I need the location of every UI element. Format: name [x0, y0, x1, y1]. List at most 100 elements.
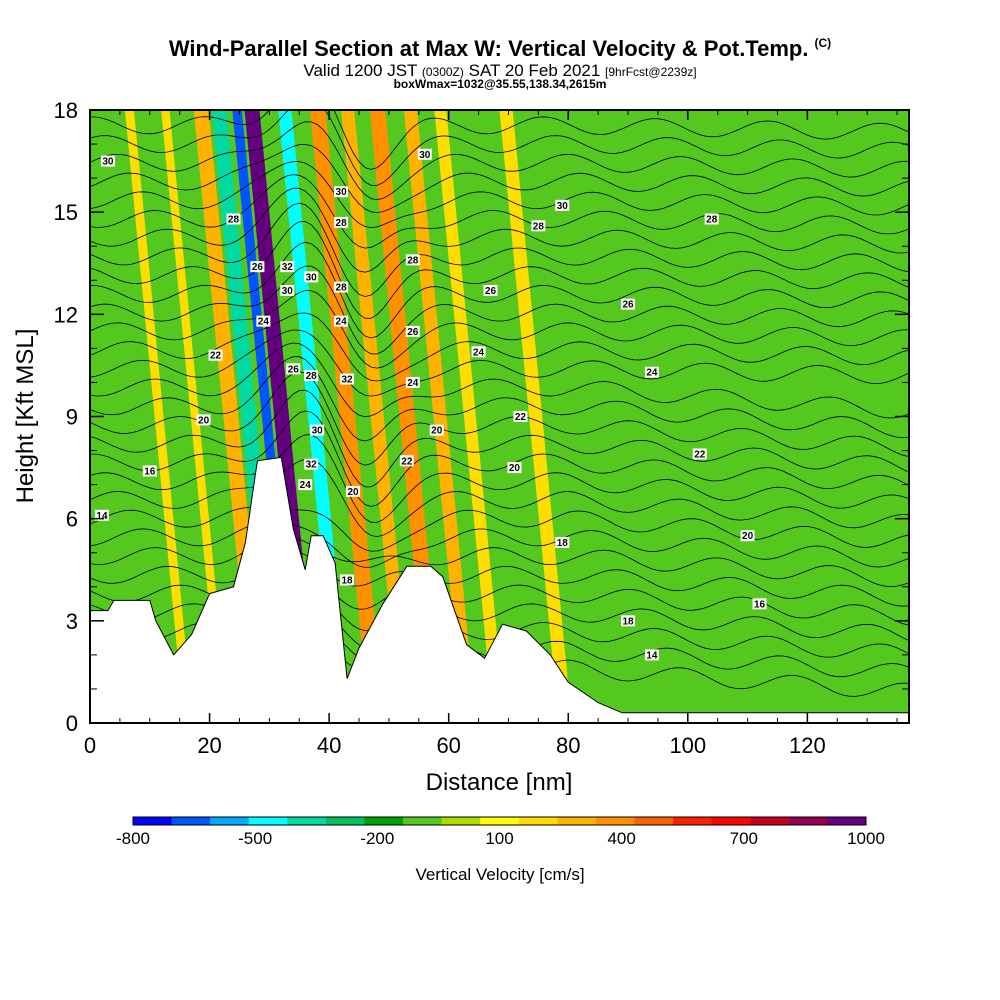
isentrope-26 — [90, 143, 909, 214]
colorbar-swatch-5 — [325, 817, 365, 825]
isentrope-label-22: 18 — [340, 574, 355, 586]
isentrope-label-bg — [513, 411, 528, 422]
isentrope-label-37: 26 — [621, 298, 636, 311]
plot-area: 30 28 26 24 22 20 16 14 32 30 30 30 28 28 24 26 28 32 30 32… — [90, 110, 909, 723]
isentrope-label-text: 20 — [347, 487, 359, 498]
isentrope-label-20: 24 — [298, 479, 313, 491]
colorbar-swatch-7 — [403, 817, 442, 825]
isentrope-6 — [90, 535, 909, 588]
isentrope-label-bg — [100, 155, 115, 167]
isentrope-29 — [90, 110, 909, 170]
y-tick-label: 12 — [54, 302, 78, 327]
y-tick-label: 3 — [66, 609, 78, 634]
isentrope-label-bg — [226, 213, 241, 225]
isentrope-label-18: 30 — [310, 424, 325, 437]
terrain-mask — [90, 456, 909, 723]
isentrope-label-bg — [621, 615, 636, 627]
isentrope-label-6: 16 — [142, 465, 157, 477]
isentrope-label-text: 26 — [288, 364, 300, 375]
isentrope-label-text: 14 — [96, 511, 108, 522]
isentrope-18 — [90, 290, 909, 369]
isentrope-label-bg — [740, 530, 755, 542]
isentrope-label-bg — [250, 261, 265, 273]
isentrope-label-1: 28 — [226, 213, 241, 225]
isentrope-label-19: 32 — [304, 458, 319, 471]
isentrope-label-text: 24 — [473, 347, 485, 358]
isentrope-label-text: 32 — [282, 262, 294, 273]
isentrope-label-33: 28 — [531, 220, 546, 232]
isentrope-label-text: 18 — [622, 616, 634, 627]
colorbar-swatch-10 — [518, 817, 558, 825]
isentrope-label-25: 26 — [405, 325, 420, 338]
isentrope-label-27: 20 — [429, 424, 444, 437]
isentrope-15 — [90, 342, 909, 419]
isentrope-label-bg — [334, 216, 349, 228]
isentrope-label-30: 24 — [471, 346, 486, 358]
isentrope-5 — [90, 550, 909, 607]
isentrope-label-text: 18 — [557, 538, 569, 549]
x-tick-label: 80 — [556, 733, 580, 758]
colorbar-swatch-8 — [441, 817, 481, 825]
colorbar-swatch-4 — [287, 817, 327, 825]
isentrope-11 — [90, 410, 909, 507]
box-info: boxWmax=1032@35.55,138.34,2615m — [393, 77, 607, 91]
isentrope-label-39: 22 — [692, 448, 707, 460]
isentrope-label-text: 20 — [198, 415, 210, 426]
isentrope-27 — [90, 121, 909, 201]
isentrope-label-bg — [208, 349, 223, 361]
isentrope-label-29: 26 — [483, 284, 498, 297]
isentrope-label-bg — [196, 414, 211, 426]
y-tick-label: 9 — [66, 405, 78, 430]
isentrope-label-bg — [286, 363, 301, 375]
colorbar-tick-label: 400 — [607, 829, 635, 848]
y-axis-label: Height [Kft MSL] — [12, 329, 39, 504]
isentrope-label-text: 26 — [485, 286, 497, 297]
colorbar-tick-label: -800 — [116, 829, 150, 848]
isentrope-label-31: 22 — [513, 411, 528, 423]
isentrope-label-text: 30 — [557, 201, 569, 212]
isentrope-label-text: 20 — [509, 463, 521, 474]
isentrope-label-15: 26 — [286, 363, 301, 375]
isentrope-label-bg — [340, 574, 355, 586]
isentrope-label-bg — [621, 298, 636, 310]
isentrope-label-text: 32 — [341, 375, 353, 386]
isentrope-13 — [90, 371, 909, 466]
isentrope-7 — [90, 521, 909, 568]
isentrope-label-text: 22 — [515, 412, 527, 423]
isentrope-label-text: 26 — [252, 262, 264, 273]
isentrope-label-bg — [405, 325, 420, 337]
isentrope-16 — [90, 329, 909, 397]
isentrope-label-14: 24 — [334, 315, 349, 328]
isentrope-label-4: 22 — [208, 349, 223, 362]
isentrope-9 — [90, 458, 909, 538]
colorbar-tick-label: -500 — [238, 829, 272, 848]
isentrope-label-text: 18 — [341, 575, 353, 586]
copyright-mark: (C) — [814, 36, 832, 50]
isentrope-label-2: 26 — [250, 261, 265, 273]
isentrope-label-bg — [304, 370, 319, 382]
isentrope-23 — [90, 187, 909, 273]
isentrope-label-bg — [142, 465, 157, 477]
isentrope-label-bg — [280, 261, 295, 273]
isentrope-label-text: 32 — [306, 460, 318, 471]
y-tick-label: 15 — [54, 200, 78, 225]
colorbar-tick-label: 100 — [485, 829, 513, 848]
velocity-band-7 — [309, 110, 385, 723]
colorbar-swatch-2 — [210, 817, 250, 825]
isentrope-label-text: 28 — [228, 214, 240, 225]
isentrope-label-text: 24 — [646, 368, 658, 379]
isentrope-label-text: 22 — [210, 351, 222, 362]
isentrope-label-text: 26 — [622, 300, 634, 311]
isentrope-label-text: 28 — [533, 221, 545, 232]
valid-date: SAT 20 Feb 2021 — [468, 61, 601, 80]
isentrope-label-43: 14 — [644, 649, 659, 661]
isentrope-label-bg — [310, 424, 325, 436]
colorbar-swatch-0 — [133, 817, 172, 825]
isentrope-label-10: 30 — [304, 271, 319, 283]
isentrope-labels: 30 28 26 24 22 20 16 14 32 30 30 30 28 28 24 26 28 32 30 32… — [94, 148, 767, 661]
isentrope-label-16: 28 — [304, 370, 319, 382]
isentrope-label-text: 22 — [401, 456, 413, 467]
isentrope-label-bg — [340, 373, 355, 385]
isentrope-label-text: 28 — [407, 255, 419, 266]
velocity-band-11 — [434, 110, 506, 723]
